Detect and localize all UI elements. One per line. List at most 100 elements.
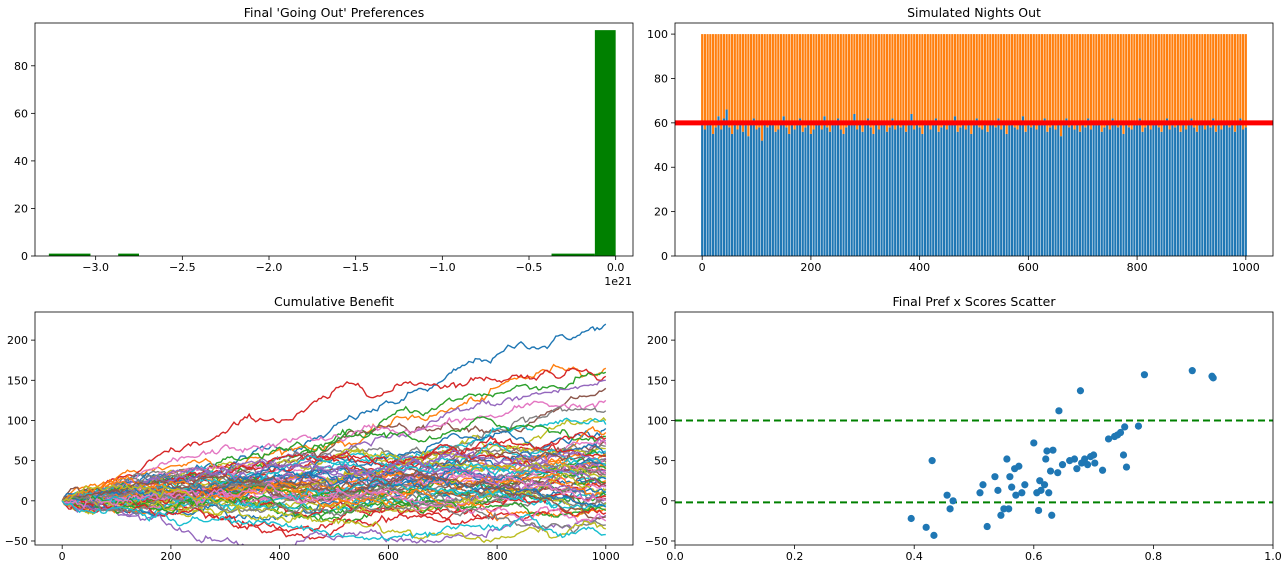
bar-bottom [741,131,745,256]
bar-top [1103,34,1106,128]
scatter-point [991,473,999,481]
bar-top [921,34,924,134]
bar-top [785,34,788,128]
bar-top [1160,34,1163,132]
bar-bottom [989,120,992,256]
scatter-point [1008,483,1016,491]
bar-bottom [1065,118,1068,257]
y-tick-label: 20 [654,206,668,219]
y-tick-label: 100 [7,414,28,427]
scatter-point [1134,422,1143,430]
bar-bottom [940,127,943,257]
bar-bottom [1193,127,1196,257]
y-tick-label: 50 [654,455,668,468]
scatter-point [1098,466,1107,474]
bar-bottom [1242,129,1245,256]
bar-bottom [777,129,780,256]
bar-top [1119,34,1122,121]
bar-bottom [962,122,965,256]
series-line [62,472,607,507]
bar-bottom [926,125,929,256]
bar-top [1038,34,1041,123]
bar-bottom [1165,118,1169,257]
bar-bottom [1049,127,1052,257]
bar-bottom [1138,118,1141,257]
bar-bottom [1087,118,1090,257]
bar-bottom [845,127,848,257]
bar-top [1127,34,1131,128]
bar-bottom [1076,120,1079,256]
scatter-point [1006,473,1014,481]
bar-top [1013,34,1016,128]
cumulative-title: Cumulative Benefit [274,294,394,309]
bar-bottom [853,113,856,256]
bar-top [1054,34,1057,130]
bar-top [918,34,921,128]
bar-top [793,34,796,130]
series-line [61,478,606,534]
bar-top [831,34,834,123]
bar-top [864,34,867,126]
bar-bottom [866,118,870,257]
series-line [62,483,607,544]
y-tick-label: 150 [647,374,668,387]
bar-bottom [945,129,948,256]
bar-top [1242,34,1245,130]
bar-bottom [804,127,807,257]
scatter-point [1091,459,1099,467]
bar-bottom [1136,125,1139,256]
bar-top [1225,34,1228,121]
series-line [62,399,607,504]
bar-bottom [1035,129,1038,256]
scatter-point [1034,506,1043,515]
bar-bottom [728,127,731,257]
bar-bottom [978,127,981,257]
bar-bottom [771,125,774,256]
series-line [62,443,606,505]
series-line [61,469,606,520]
bar-top [997,34,1000,119]
scatter-point [1055,407,1063,415]
bar-top [1184,34,1188,130]
bar-bottom [877,129,880,256]
bar-bottom [1095,125,1098,256]
bar-top [1070,34,1073,123]
bar-top [1016,34,1019,130]
bar-bottom [703,129,706,256]
scatter-point [928,457,936,465]
bar-top [956,34,959,132]
bar-bottom [994,127,997,257]
bar-bottom [1212,118,1215,257]
bar-top [769,34,772,121]
bar-bottom [730,133,734,256]
scatter-point [1049,446,1057,454]
bar-top [1168,34,1171,130]
bar-bottom [769,120,772,256]
bar-bottom [796,125,799,256]
series-line [61,474,607,522]
bar-bottom [907,125,910,256]
bar-bottom [864,125,867,256]
bar-bottom [788,133,791,256]
bar-bottom [1100,131,1103,256]
bar-top [962,34,965,123]
bar-top [1239,34,1242,119]
y-tick-label: −50 [5,535,28,548]
bar-top [1032,34,1035,121]
bar-bottom [1054,129,1057,256]
bar-bottom [766,127,769,257]
bar-bottom [701,122,704,256]
bar-top [970,34,973,134]
hist-bar [594,30,616,256]
bar-bottom [1021,116,1025,256]
bar-top [1116,34,1120,128]
scatter-point [1076,387,1085,395]
bar-bottom [1228,127,1231,257]
bar-bottom [1062,125,1065,256]
scatter-point [1073,465,1081,473]
y-tick-label: 0 [21,250,28,263]
bar-top [744,34,747,126]
bar-bottom [763,122,766,256]
hist-offset-label: 1e21 [604,275,632,288]
